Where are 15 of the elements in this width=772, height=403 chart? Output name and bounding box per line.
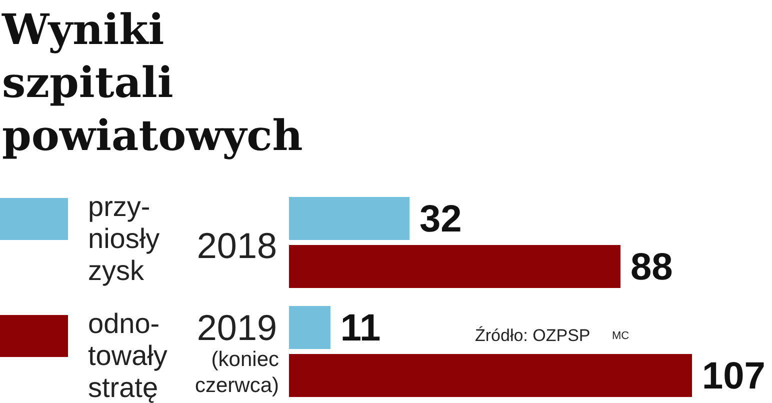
- data-label: 88: [630, 246, 673, 288]
- y-tick-label: 2018: [196, 225, 277, 266]
- data-label: 11: [340, 308, 381, 350]
- data-label: 107: [702, 356, 766, 398]
- bar: [289, 197, 410, 240]
- bar: [289, 354, 692, 397]
- annotation: MC: [612, 330, 630, 342]
- chart-title: Wyniki szpitali powiatowych: [1, 5, 303, 160]
- legend-label: przy- niosły zysk: [88, 191, 160, 286]
- legend-label: odno- towały stratę: [88, 308, 168, 403]
- bar: [289, 245, 620, 288]
- data-label: 32: [420, 198, 462, 240]
- annotation: Źródło: OZPSP: [475, 326, 590, 345]
- y-tick-label: 2019 (koniec czerwca): [194, 307, 279, 397]
- bar: [289, 306, 330, 349]
